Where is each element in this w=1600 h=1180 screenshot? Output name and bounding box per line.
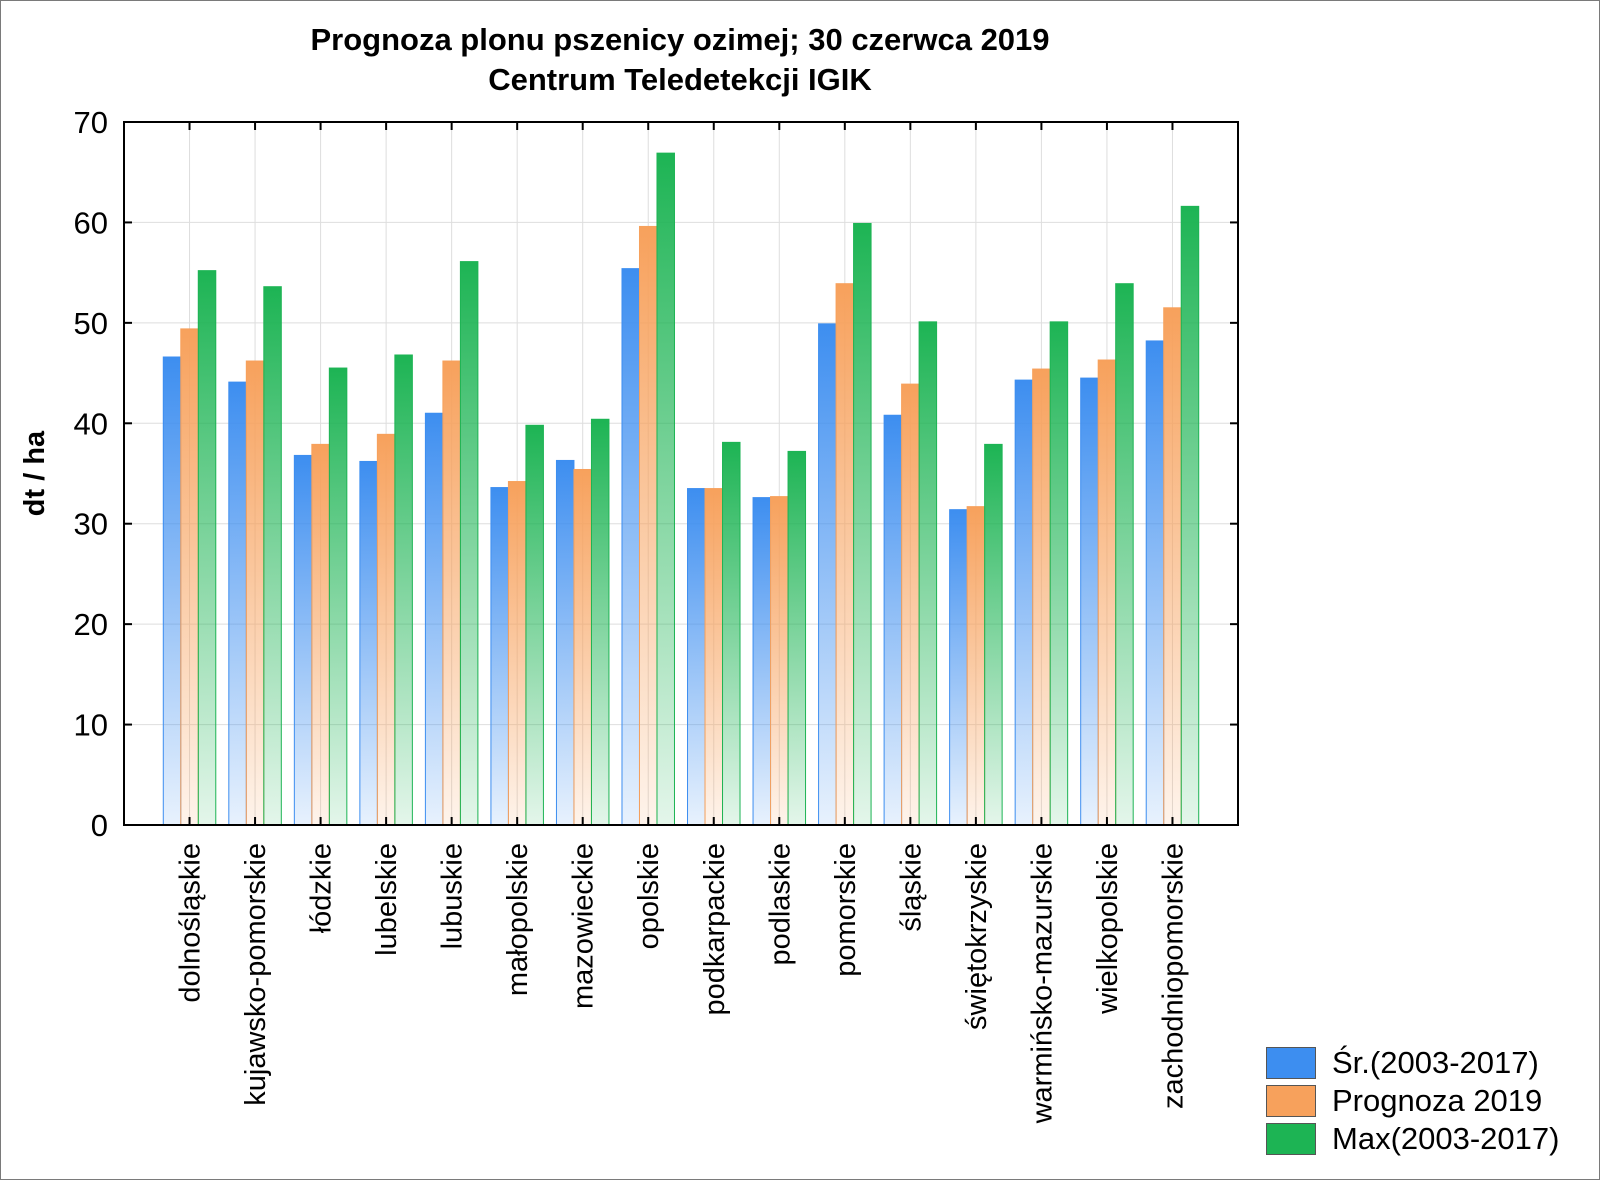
bar-r-2003-2017-15 — [1145, 340, 1165, 826]
x-tick-label-mazowieckie-6: mazowieckie — [568, 843, 600, 1009]
x-tick-label-podlaskie-9: podlaskie — [764, 843, 796, 966]
legend-label-avg: Śr.(2003-2017) — [1332, 1045, 1539, 1080]
legend-swatch-max — [1266, 1123, 1316, 1155]
chart-title: Prognoza plonu pszenicy ozimej; 30 czerw… — [310, 22, 1050, 57]
bar-r-2003-2017-11 — [883, 414, 903, 826]
bar-max-2003-2017-2 — [328, 367, 348, 826]
bar-r-2003-2017-14 — [1080, 377, 1099, 826]
bar-max-2003-2017-10 — [853, 222, 872, 826]
y-tick-label: 20 — [74, 607, 108, 642]
x-tick-label-dzkie-2: łódzkie — [306, 843, 338, 933]
bar-prognoza-2019-11 — [901, 383, 920, 826]
bar-r-2003-2017-8 — [687, 488, 706, 826]
y-tick-label: 30 — [74, 507, 108, 542]
bar-max-2003-2017-6 — [590, 418, 610, 826]
y-tick-label: 0 — [91, 808, 108, 843]
bar-r-2003-2017-0 — [162, 356, 182, 826]
bar-max-2003-2017-5 — [525, 424, 544, 826]
x-tick-label-opolskie-7: opolskie — [633, 843, 665, 949]
legend-item-forecast: Prognoza 2019 — [1266, 1082, 1559, 1120]
bar-prognoza-2019-6 — [573, 468, 592, 826]
bar-prognoza-2019-1 — [245, 360, 265, 826]
bar-r-2003-2017-10 — [818, 323, 837, 826]
x-tick-label-ma-opolskie-5: małopolskie — [502, 843, 534, 996]
bar-prognoza-2019-12 — [966, 506, 986, 826]
x-tick-label-kujawsko-pomorskie-1: kujawsko-pomorskie — [240, 843, 272, 1106]
bar-max-2003-2017-7 — [656, 152, 675, 826]
bar-max-2003-2017-15 — [1180, 205, 1200, 826]
x-tick-label-wielkopolskie-14: wielkopolskie — [1092, 843, 1124, 1015]
bar-prognoza-2019-14 — [1097, 359, 1117, 826]
bar-prognoza-2019-10 — [835, 283, 855, 826]
legend-label-max: Max(2003-2017) — [1332, 1121, 1560, 1156]
bar-r-2003-2017-13 — [1014, 379, 1034, 826]
bar-r-2003-2017-9 — [752, 497, 772, 826]
x-tick-label-zachodniopomorskie-15: zachodniopomorskie — [1157, 843, 1189, 1109]
chart-legend: Śr.(2003-2017) Prognoza 2019 Max(2003-20… — [1266, 1044, 1559, 1158]
bar-max-2003-2017-14 — [1115, 283, 1134, 826]
bar-r-2003-2017-2 — [293, 454, 313, 826]
bar-prognoza-2019-0 — [180, 328, 199, 826]
x-tick-label-warmi-sko-mazurskie-13: warmińsko-mazurskie — [1026, 843, 1058, 1124]
x-tick-label-l-skie-11: śląskie — [895, 843, 927, 932]
x-tick-label-pomorskie-10: pomorskie — [830, 843, 862, 977]
legend-item-avg: Śr.(2003-2017) — [1266, 1044, 1559, 1082]
bar-r-2003-2017-12 — [949, 509, 968, 826]
bar-prognoza-2019-8 — [704, 488, 724, 826]
chart-subtitle: Centrum Teledetekcji IGIK — [488, 62, 872, 97]
bar-prognoza-2019-4 — [442, 360, 461, 826]
legend-swatch-avg — [1266, 1047, 1316, 1079]
bar-r-2003-2017-7 — [621, 268, 640, 826]
x-tick-label-lubuskie-4: lubuskie — [437, 843, 469, 949]
bar-max-2003-2017-12 — [984, 443, 1003, 826]
bar-max-2003-2017-3 — [394, 354, 413, 826]
bar-max-2003-2017-9 — [787, 450, 807, 826]
x-tick-label-dolno-l-skie-0: dolnośląskie — [175, 843, 207, 1003]
bar-max-2003-2017-1 — [263, 286, 282, 826]
x-tick-label-podkarpackie-8: podkarpackie — [699, 843, 731, 1016]
y-axis-label: dt / ha — [19, 430, 51, 516]
legend-item-max: Max(2003-2017) — [1266, 1120, 1559, 1158]
bar-max-2003-2017-8 — [722, 441, 741, 826]
bar-prognoza-2019-5 — [507, 481, 527, 826]
bar-max-2003-2017-4 — [459, 261, 479, 826]
legend-swatch-forecast — [1266, 1085, 1316, 1117]
y-tick-label: 40 — [74, 406, 108, 441]
bar-max-2003-2017-0 — [197, 270, 217, 826]
x-tick-label-lubelskie-3: lubelskie — [371, 843, 403, 956]
bar-prognoza-2019-7 — [638, 225, 658, 826]
bar-r-2003-2017-4 — [424, 412, 444, 826]
plot-frame — [123, 121, 1239, 826]
bar-prognoza-2019-13 — [1032, 368, 1051, 826]
bar-prognoza-2019-9 — [770, 496, 789, 826]
bar-r-2003-2017-3 — [359, 460, 378, 826]
bar-r-2003-2017-6 — [555, 459, 575, 826]
bar-prognoza-2019-2 — [311, 443, 330, 826]
y-tick-label: 50 — [74, 306, 108, 341]
bar-prognoza-2019-3 — [376, 433, 396, 826]
bar-max-2003-2017-13 — [1049, 321, 1069, 826]
bar-r-2003-2017-1 — [228, 381, 247, 826]
bar-r-2003-2017-5 — [490, 487, 509, 826]
legend-label-forecast: Prognoza 2019 — [1332, 1083, 1543, 1118]
plot-area — [124, 122, 1238, 825]
bar-max-2003-2017-11 — [918, 321, 938, 826]
x-tick-label-wi-tokrzyskie-12: świętokrzyskie — [961, 843, 993, 1030]
y-tick-label: 60 — [74, 205, 108, 240]
y-tick-label: 10 — [74, 708, 108, 743]
y-tick-label: 70 — [74, 105, 108, 140]
bar-prognoza-2019-15 — [1163, 307, 1182, 826]
